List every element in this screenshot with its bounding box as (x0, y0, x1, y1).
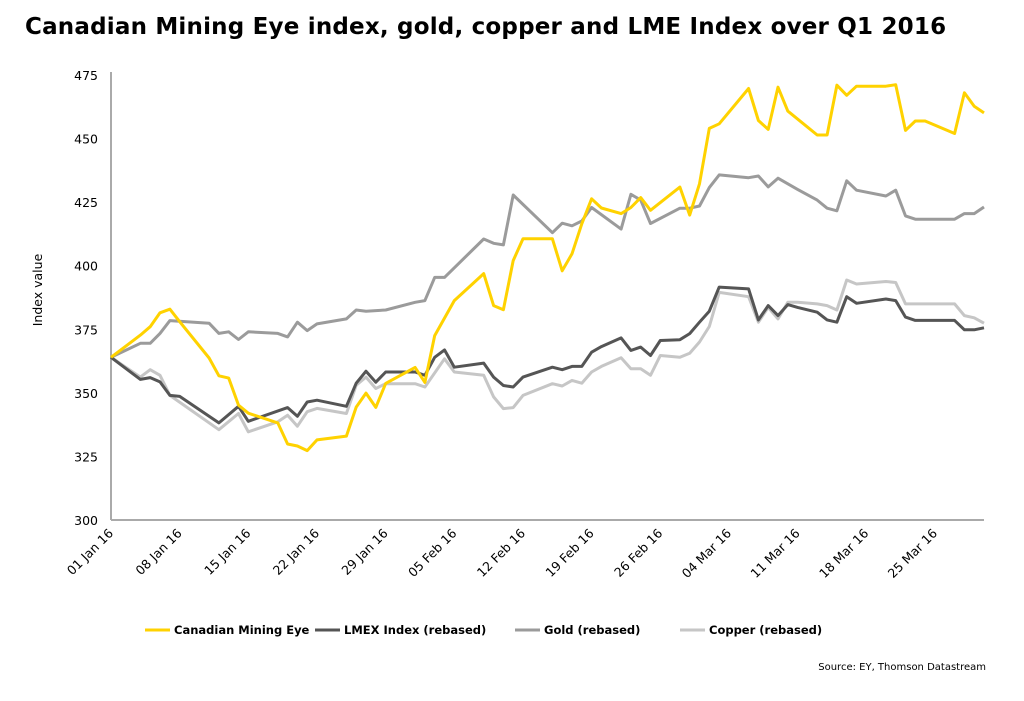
legend-label: LMEX Index (rebased) (344, 623, 486, 637)
series-line-lmex-index-rebased (110, 285, 985, 425)
legend-label: Gold (rebased) (544, 623, 640, 637)
x-tick-label: 29 Jan 16 (338, 525, 390, 577)
series-line-canadian-mining-eye (110, 83, 985, 453)
x-tick-label: 22 Jan 16 (270, 525, 322, 577)
y-tick-label: 400 (74, 259, 98, 274)
x-tick-label: 18 Mar 16 (816, 525, 871, 580)
y-axis-label: Index value (30, 253, 45, 326)
x-tick-label: 12 Feb 16 (474, 525, 528, 579)
x-tick-label: 05 Feb 16 (405, 525, 459, 579)
series-line-gold-rebased (110, 173, 985, 359)
x-tick-label: 25 Mar 16 (885, 525, 940, 580)
x-tick-label: 15 Jan 16 (201, 525, 253, 577)
source-note: Source: EY, Thomson Datastream (818, 662, 986, 673)
x-tick-label: 11 Mar 16 (747, 525, 802, 580)
y-tick-label: 450 (74, 132, 98, 147)
y-tick-label: 375 (74, 322, 98, 337)
legend: Canadian Mining Eye LMEX Index (rebased) G… (145, 623, 822, 637)
series-lines (110, 83, 985, 453)
axes: 300 325 350 375 400 425 450 475 01 Jan 16 08 Jan … (64, 68, 984, 581)
legend-label: Canadian Mining Eye (174, 623, 310, 637)
x-tick-label: 19 Feb 16 (542, 525, 596, 579)
series-line-copper-rebased (110, 278, 985, 434)
y-tick-label: 350 (74, 386, 98, 401)
chart-title: Canadian Mining Eye index, gold, copper … (25, 14, 947, 40)
legend-label: Copper (rebased) (709, 623, 822, 637)
x-tick-label: 08 Jan 16 (132, 525, 184, 577)
x-tick-label: 04 Mar 16 (679, 525, 734, 580)
y-tick-label: 425 (74, 195, 98, 210)
y-tick-label: 325 (74, 449, 98, 464)
y-tick-label: 475 (74, 68, 98, 83)
x-tick-label: 26 Feb 16 (611, 525, 665, 579)
x-tick-label: 01 Jan 16 (64, 525, 116, 577)
y-tick-label: 300 (74, 513, 98, 528)
